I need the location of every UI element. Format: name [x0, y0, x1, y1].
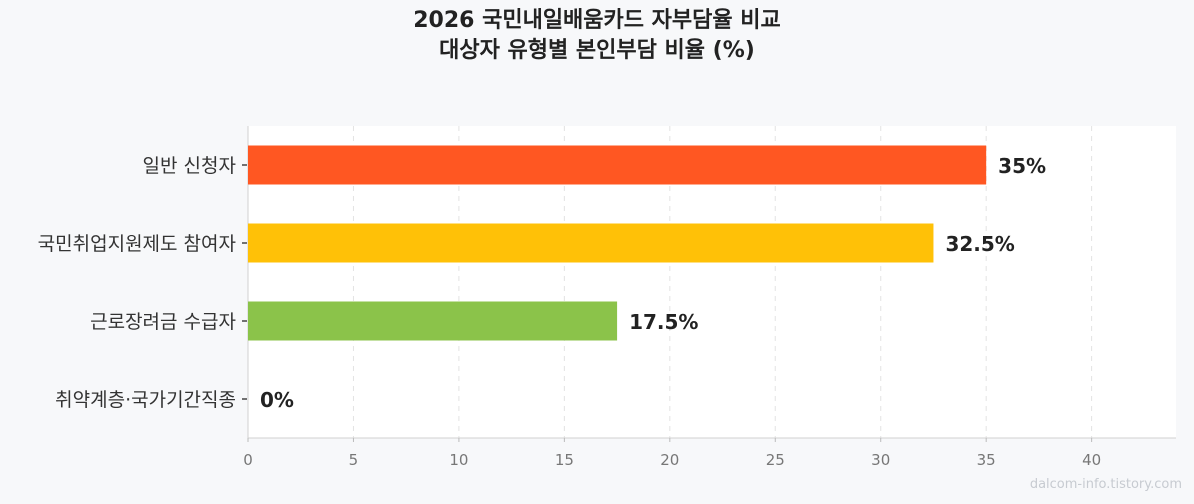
- category-label: 근로장려금 수급자: [90, 311, 236, 333]
- chart-title: 2026 국민내일배움카드 자부담율 비교: [413, 8, 781, 33]
- data-label: 0%: [260, 388, 294, 412]
- chart-subtitle: 대상자 유형별 본인부담 비율 (%): [439, 38, 755, 63]
- category-label: 일반 신청자: [143, 155, 236, 177]
- x-tick-label: 10: [449, 451, 468, 469]
- x-tick-label: 40: [1082, 451, 1101, 469]
- x-tick-label: 15: [555, 451, 574, 469]
- x-tick-label: 0: [243, 451, 253, 469]
- category-label: 국민취업지원제도 참여자: [38, 233, 236, 255]
- x-tick-label: 5: [349, 451, 359, 469]
- data-label: 32.5%: [945, 232, 1014, 256]
- x-tick-label: 30: [871, 451, 890, 469]
- data-label: 35%: [998, 154, 1046, 178]
- bar: [248, 301, 618, 341]
- bar: [248, 223, 934, 263]
- watermark: dalcom-info.tistory.com: [1029, 477, 1182, 492]
- x-tick-label: 20: [660, 451, 679, 469]
- data-label: 17.5%: [629, 310, 698, 334]
- x-tick-label: 25: [766, 451, 785, 469]
- bar: [248, 145, 987, 185]
- x-tick-label: 35: [977, 451, 996, 469]
- category-label: 취약계층·국가기간직종: [55, 389, 236, 411]
